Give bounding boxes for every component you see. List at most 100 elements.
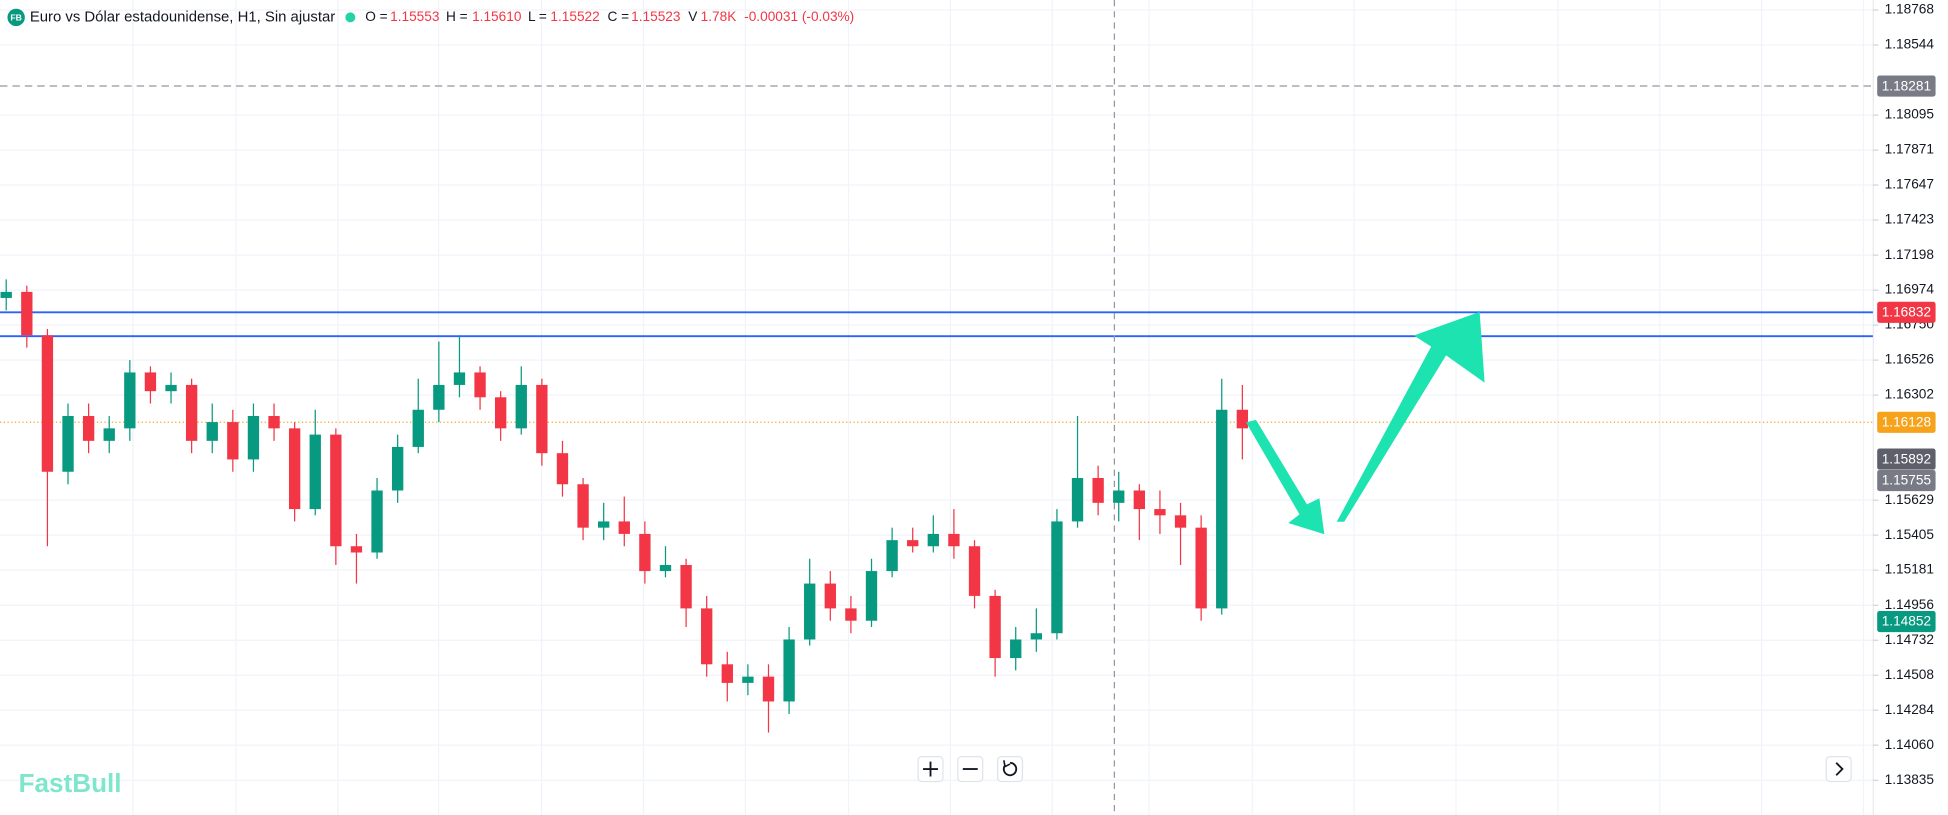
y-tick-label: 1.17871 [1885, 142, 1934, 157]
candle-body [288, 428, 301, 510]
arrow-down [1246, 419, 1325, 535]
ohlc-value: 1.15523 [631, 9, 680, 24]
y-tick-label: 1.18768 [1885, 2, 1934, 17]
candle-body [1216, 409, 1228, 609]
y-tick-label: 1.13835 [1885, 772, 1935, 787]
candle-body [968, 546, 981, 596]
candle-body [1195, 527, 1207, 609]
y-tick-label: 1.15405 [1885, 527, 1935, 542]
y-tick-label: 1.14732 [1885, 632, 1934, 647]
y-tick-label: 1.14060 [1885, 737, 1935, 752]
volume-label: V [688, 9, 698, 24]
candle-body [185, 384, 198, 441]
y-tick-label: 1.17423 [1885, 212, 1934, 227]
ohlc-label: H = [446, 9, 468, 24]
candle-body [1092, 478, 1104, 503]
ohlc-label: O = [365, 9, 387, 24]
price-marker [1877, 448, 1936, 470]
zoom-in-button[interactable] [917, 755, 944, 783]
y-tick-label: 1.16526 [1885, 352, 1934, 367]
change: -0.00031 (-0.03%) [744, 9, 854, 24]
candle-body [412, 409, 424, 447]
candle-body [391, 446, 404, 491]
y-tick-label: 1.18095 [1885, 107, 1935, 122]
arrow-up [1336, 311, 1485, 522]
candle-body [742, 676, 754, 683]
price-marker-label: 1.16832 [1882, 305, 1931, 320]
logo-badge [7, 8, 25, 27]
price-marker-label: 1.15892 [1882, 451, 1931, 466]
candle-body [206, 422, 218, 441]
candle-body [165, 384, 177, 392]
candle-body [1154, 509, 1166, 516]
candle-body [598, 521, 610, 528]
candle-body [330, 434, 342, 547]
candle-body [618, 521, 630, 534]
candle-body [639, 533, 651, 572]
zoom-out-button[interactable] [957, 755, 984, 783]
candle-body [144, 372, 157, 392]
y-tick-label: 1.17198 [1885, 247, 1934, 262]
reset-button[interactable] [996, 755, 1024, 783]
candle-body [1010, 639, 1022, 659]
y-tick-label: 1.14956 [1885, 597, 1934, 612]
candle-body [577, 484, 589, 528]
header: FB Euro vs Dólar estadounidense, H1, Sin… [7, 8, 854, 27]
candle-body [701, 608, 713, 665]
candle-body [1051, 521, 1063, 634]
ohlc-label: L = [528, 9, 547, 24]
candles [0, 279, 1249, 733]
candle-body [927, 533, 939, 547]
candle-body [21, 291, 33, 336]
candle-body [62, 416, 74, 472]
candle-body [989, 595, 1001, 659]
ohlc-value: 1.15553 [390, 9, 439, 24]
candle-body [474, 372, 486, 398]
candle-body [721, 664, 733, 683]
volume: 1.78K [701, 9, 737, 24]
status-dot [345, 12, 356, 23]
price-marker [1877, 75, 1936, 97]
candle-body [41, 335, 54, 472]
candle-body [227, 422, 239, 460]
scroll-right-button[interactable] [1825, 755, 1852, 783]
candle-body [0, 291, 12, 298]
price-marker [1877, 411, 1936, 433]
price-marker [1877, 610, 1936, 633]
price-marker [1877, 301, 1936, 323]
candle-body [1174, 515, 1187, 528]
candle-body [1133, 490, 1146, 510]
symbol-title: Euro vs Dólar estadounidense, H1, Sin aj… [30, 9, 335, 25]
candle-body [1071, 478, 1084, 522]
logo: FB [10, 12, 22, 22]
price-axis-labels: 1.18768 1.18544 1.18095 1.17871 1.17647 1.174… [1873, 2, 1936, 787]
levels [0, 85, 1874, 423]
ohlc-label: C = [608, 9, 630, 24]
candle-body [783, 639, 795, 702]
candle-body [309, 434, 321, 510]
y-tick-label: 1.14508 [1885, 667, 1934, 682]
y-tick-label: 1.15629 [1885, 492, 1934, 507]
y-tick-label: 1.15181 [1885, 562, 1934, 577]
candle-body [495, 397, 507, 429]
price-axis [1873, 0, 1948, 815]
candle-body [762, 676, 775, 702]
candle-body [1113, 490, 1125, 503]
y-tick-label: 1.18544 [1885, 37, 1935, 52]
candle-body [556, 453, 569, 485]
candle-body [680, 564, 692, 609]
candle-body [886, 540, 898, 572]
candle-body [824, 583, 836, 609]
candle-body [659, 564, 672, 572]
candle-body [1030, 633, 1042, 640]
candle-body [515, 384, 527, 429]
candle-body [350, 546, 363, 553]
candle-body [268, 416, 280, 429]
vertical-grid [132, 0, 1865, 815]
candle-body [948, 533, 960, 547]
y-tick-label: 1.16974 [1885, 282, 1935, 297]
watermark: FastBull [19, 768, 122, 798]
